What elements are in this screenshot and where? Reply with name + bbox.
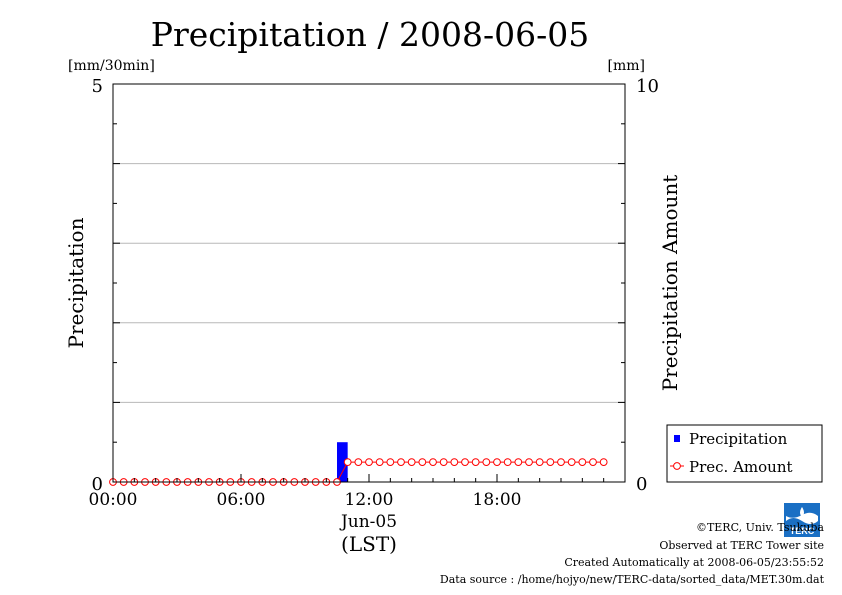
amount-point — [429, 458, 437, 467]
legend-box — [666, 424, 823, 483]
amount-point — [482, 458, 491, 467]
x-tick-label-0600: 06:00 — [217, 490, 266, 510]
left-axis-unit: [mm/30min] — [68, 58, 155, 74]
axis-ticks — [112, 83, 626, 483]
amount-point — [461, 458, 469, 467]
x-tick-label-0000: 00:00 — [89, 490, 138, 510]
amount-point — [471, 458, 480, 467]
amount-point — [365, 458, 373, 467]
amount-point — [514, 458, 523, 467]
amount-point — [589, 458, 597, 467]
amount-point — [535, 458, 544, 467]
amount-point — [599, 458, 608, 467]
precipitation-bar — [337, 442, 348, 482]
legend-swatch-marker-amount — [673, 462, 681, 470]
amount-point — [343, 458, 352, 467]
right-tick-label-0: 0 — [636, 474, 647, 495]
left-axis-label: Precipitation — [64, 217, 88, 348]
right-axis-label: Precipitation Amount — [658, 175, 682, 392]
amount-point — [439, 458, 448, 467]
amount-point — [567, 458, 576, 467]
footer-created: Created Automatically at 2008-06-05/23:5… — [564, 556, 824, 569]
x-axis-label: (LST) — [341, 532, 397, 556]
right-axis-unit: [mm] — [608, 58, 645, 74]
amount-point — [578, 458, 587, 467]
x-tick-label-1800: 18:00 — [473, 490, 522, 510]
amount-line — [109, 458, 608, 486]
gridlines — [113, 163, 625, 403]
left-tick-label-0: 0 — [92, 474, 103, 495]
amount-point — [503, 458, 512, 467]
amount-point — [450, 458, 459, 467]
footer-copyright: ©TERC, Univ. Tsukuba — [695, 521, 824, 534]
legend-label-amount: Prec. Amount — [689, 458, 793, 476]
amount-point — [525, 458, 533, 467]
amount-point — [375, 458, 384, 467]
amount-point — [557, 458, 565, 467]
legend: Precipitation Prec. Amount — [666, 424, 823, 483]
amount-point — [546, 458, 555, 467]
x-date-label: Jun-05 — [339, 512, 397, 532]
legend-swatch-precipitation — [674, 435, 680, 442]
amount-point — [386, 458, 395, 467]
amount-point — [407, 458, 416, 467]
amount-point — [397, 458, 405, 467]
terc-logo-icon: TERC — [784, 503, 820, 537]
plot-frame — [112, 83, 626, 483]
footer-observed: Observed at TERC Tower site — [659, 539, 824, 552]
left-tick-label-5: 5 — [92, 76, 103, 97]
amount-point — [493, 458, 501, 467]
precipitation-bars — [337, 442, 348, 482]
legend-label-precipitation: Precipitation — [689, 430, 788, 448]
footer-source: Data source : /home/hojyo/new/TERC-data/… — [439, 573, 824, 586]
logo-text: TERC — [790, 526, 815, 536]
amount-point — [418, 458, 427, 467]
right-tick-label-10: 10 — [636, 76, 659, 97]
chart-title: Precipitation / 2008-06-05 — [151, 15, 589, 54]
amount-point — [354, 458, 363, 467]
x-tick-label-1200: 12:00 — [345, 490, 394, 510]
